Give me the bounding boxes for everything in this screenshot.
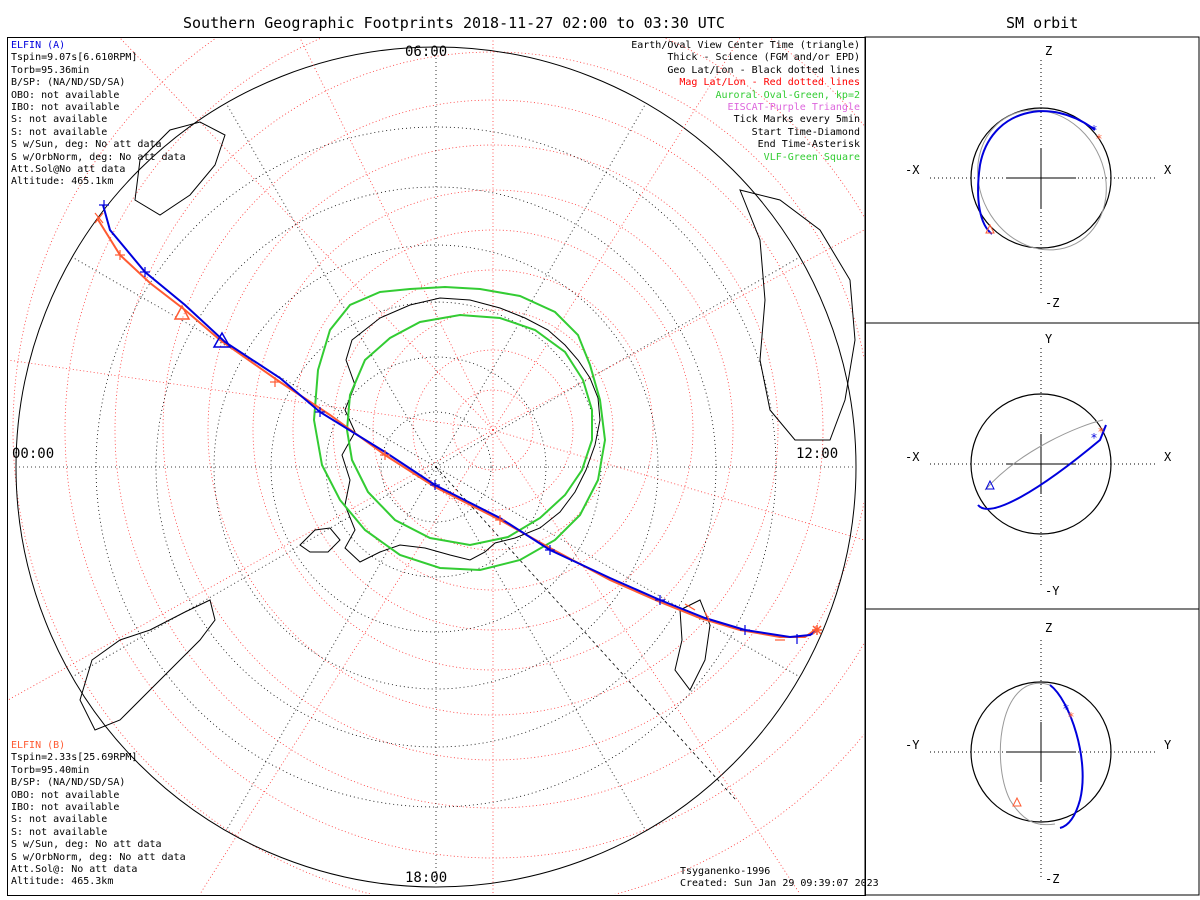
elfin-b-line: S w/Sun, deg: No att data <box>11 839 162 851</box>
model-label: Tsyganenko-1996 <box>680 866 771 877</box>
legend-item: Start Time-Diamond <box>751 126 860 138</box>
sm1-top-label: Z <box>1045 44 1053 58</box>
elfin-a-name: ELFIN (A) <box>11 40 66 51</box>
sm3-top-label: Z <box>1045 621 1053 635</box>
sm-orbit-yz: * * <box>930 640 1155 878</box>
elfin-b-line: Tspin=2.33s[25.69RPM] <box>11 752 138 764</box>
elfin-a-line: S: not available <box>11 126 108 138</box>
elfin-a-line: IBO: not available <box>11 102 120 114</box>
island-coast <box>299 527 341 553</box>
new-zealand-coast <box>674 599 711 691</box>
elfin-b-line: S w/OrbNorm, deg: No att data <box>11 851 186 863</box>
elfin-b-name: ELFIN (B) <box>11 740 66 751</box>
elfin-b-info: ELFIN (B) Tspin=2.33s[25.69RPM] Torb=95.… <box>11 740 186 889</box>
auroral-oval-outer <box>312 285 607 572</box>
clock-label-top: 06:00 <box>405 44 448 60</box>
elfin-b-line: S: not available <box>11 814 108 826</box>
africa-coast <box>134 121 226 216</box>
elfin-b-line: B/SP: (NA/ND/SD/SA) <box>11 777 126 789</box>
sm3-left-label: -Y <box>905 738 920 752</box>
legend-item: Geo Lat/Lon - Black dotted lines <box>667 64 860 76</box>
sm-orbit-title: SM orbit <box>1006 14 1079 32</box>
elfin-b-line: Att.Sol@: No att data <box>11 864 138 876</box>
elfin-b-line: OBO: not available <box>11 789 120 801</box>
sm3-right-label: Y <box>1164 738 1172 752</box>
elfin-a-line: Att.Sol@No att data <box>11 164 126 176</box>
svg-text:*: * <box>1091 123 1097 137</box>
legend-item: Earth/Oval View Center Time (triangle) <box>631 40 860 51</box>
legend-item: Thick - Science (FGM and/or EPD) <box>667 52 860 64</box>
sm-panel-3-frame <box>864 608 1200 896</box>
elfin-b-view-triangle <box>173 304 191 320</box>
elfin-a-line: S w/Sun, deg: No att data <box>11 139 162 151</box>
elfin-a-line: OBO: not available <box>11 89 120 101</box>
mag-meridians <box>8 38 864 894</box>
elfin-a-view-triangle <box>212 331 232 348</box>
elfin-a-line: S w/OrbNorm, deg: No att data <box>11 151 186 163</box>
svg-text:*: * <box>1068 710 1074 724</box>
elfin-a-info: ELFIN (A) Tspin=9.07s[6.610RPM] Torb=95.… <box>11 40 186 189</box>
elfin-b-line: S: not available <box>11 826 108 838</box>
sm1-right-label: X <box>1164 163 1172 177</box>
sm1-bottom-label: -Z <box>1045 296 1060 310</box>
sm-orbit-xy: * * <box>930 348 1155 585</box>
australia-coast <box>739 189 856 441</box>
elfin-a-line: B/SP: (NA/ND/SD/SA) <box>11 77 126 89</box>
sm2-bottom-label: -Y <box>1045 584 1060 598</box>
sm-panel-1-frame <box>864 36 1200 324</box>
legend-item: Mag Lat/Lon - Red dotted lines <box>679 77 860 89</box>
legend: Earth/Oval View Center Time (triangle) T… <box>631 40 860 164</box>
sm-panel-2-frame <box>864 322 1200 610</box>
svg-text:*: * <box>1098 425 1104 439</box>
elfin-a-line: Altitude: 465.1km <box>11 176 114 188</box>
clock-label-right: 12:00 <box>796 446 839 462</box>
legend-item: VLF-Green Square <box>763 151 860 163</box>
elfin-a-line: S: not available <box>11 114 108 126</box>
elfin-b-track <box>96 217 819 638</box>
svg-text:*: * <box>1063 702 1069 716</box>
svg-text:*: * <box>1091 431 1097 445</box>
elfin-a-line: Torb=95.36min <box>11 64 90 76</box>
clock-label-bottom: 18:00 <box>405 870 448 886</box>
legend-item: Auroral Oval-Green, kp=2 <box>715 89 861 101</box>
elfin-b-ticks <box>94 212 785 641</box>
antarctica-coast <box>341 297 601 563</box>
elfin-a-ticks <box>99 200 798 644</box>
footer: Tsyganenko-1996 Created: Sun Jan 29 09:3… <box>680 866 879 891</box>
south-america-coast <box>79 599 216 731</box>
elfin-b-line: Altitude: 465.3km <box>11 876 114 888</box>
legend-item: Tick Marks every 5min <box>733 114 860 126</box>
elfin-b-line: Torb=95.40min <box>11 764 90 776</box>
sm1-left-label: -X <box>905 163 920 177</box>
sm-orbit-xz: * * <box>930 60 1155 295</box>
sm2-right-label: X <box>1164 450 1172 464</box>
sm2-left-label: -X <box>905 450 920 464</box>
elfin-a-line: Tspin=9.07s[6.610RPM] <box>11 52 138 64</box>
auroral-oval-inner <box>345 313 593 547</box>
legend-item: EISCAT-Purple Triangle <box>727 102 860 114</box>
legend-item: End Time-Asterisk <box>757 139 860 151</box>
sm2-top-label: Y <box>1045 332 1053 346</box>
svg-text:*: * <box>1096 132 1102 146</box>
elfin-b-line: IBO: not available <box>11 802 120 814</box>
elfin-a-track <box>102 204 819 639</box>
created-label: Created: Sun Jan 29 09:39:07 2023 <box>680 878 879 890</box>
clock-label-left: 00:00 <box>12 446 55 462</box>
chart-title: Southern Geographic Footprints 2018-11-2… <box>183 14 725 32</box>
end-asterisk <box>812 625 822 635</box>
sm3-bottom-label: -Z <box>1045 872 1060 886</box>
geo-meridians <box>16 47 856 887</box>
